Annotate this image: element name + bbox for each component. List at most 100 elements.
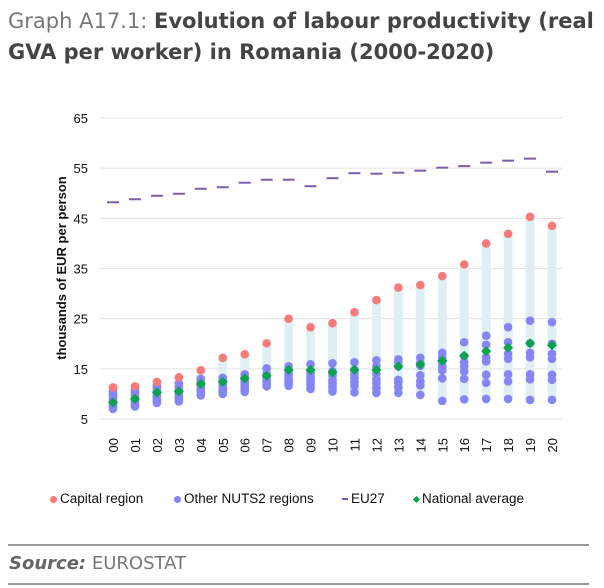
graph-number: Graph A17.1: xyxy=(8,9,148,33)
x-tick-label: 02 xyxy=(150,438,165,452)
x-tick-label: 18 xyxy=(501,438,516,452)
range-bar xyxy=(503,233,513,399)
dash-icon xyxy=(342,498,348,501)
source-line: Source: EUROSTAT xyxy=(9,553,186,574)
legend-item-eu27: EU27 xyxy=(342,491,385,506)
range-bar xyxy=(415,285,425,395)
other-region-point xyxy=(437,396,447,406)
national-average-point xyxy=(151,387,162,398)
x-tick-label: 04 xyxy=(194,438,209,452)
other-region-point xyxy=(459,374,469,384)
other-region-point xyxy=(547,354,557,364)
other-region-point xyxy=(240,387,249,397)
range-bar xyxy=(393,287,403,393)
range-bar xyxy=(437,276,447,401)
other-region-point xyxy=(350,388,359,397)
other-region-point xyxy=(459,337,469,347)
other-region-point xyxy=(459,367,469,376)
graph-title-text: Evolution of labour productivity (real G… xyxy=(8,9,594,64)
capital-region-point xyxy=(416,280,425,290)
y-axis-label: thousands of EUR per person xyxy=(54,176,69,360)
other-region-point xyxy=(130,402,140,411)
other-region-point xyxy=(459,395,469,404)
x-tick-label: 17 xyxy=(479,438,494,452)
national-average-point xyxy=(173,386,184,397)
legend-label: Capital region xyxy=(60,491,144,506)
legend-label: National average xyxy=(422,491,525,506)
divider-bottom xyxy=(8,583,589,585)
x-tick-label: 15 xyxy=(435,438,450,452)
other-region-point xyxy=(503,337,513,347)
other-region-point xyxy=(503,377,513,386)
other-region-point xyxy=(306,360,315,369)
other-region-point xyxy=(196,391,206,400)
national-average-point xyxy=(437,355,448,366)
y-tick-label: 35 xyxy=(74,262,88,277)
other-region-point xyxy=(306,384,315,394)
other-region-point xyxy=(372,388,381,398)
national-average-point xyxy=(108,397,118,408)
other-region-point xyxy=(481,370,491,380)
x-tick-label: 03 xyxy=(172,438,187,452)
range-bar xyxy=(547,225,557,400)
national-average-point xyxy=(239,373,250,384)
other-region-point xyxy=(328,387,337,396)
other-region-point xyxy=(416,371,425,380)
x-tick-label: 11 xyxy=(347,438,362,452)
national-average-point xyxy=(547,340,557,351)
range-bar xyxy=(306,327,316,389)
capital-region-point xyxy=(130,382,140,391)
x-tick-label: 09 xyxy=(304,438,319,452)
national-average-point xyxy=(393,361,404,372)
national-average-point xyxy=(327,367,338,378)
other-region-point xyxy=(547,375,557,385)
other-region-point xyxy=(350,358,359,367)
range-bar xyxy=(459,264,469,400)
other-region-point xyxy=(108,404,118,414)
x-tick-label: 13 xyxy=(391,438,406,452)
other-region-point xyxy=(525,395,535,405)
national-average-point xyxy=(459,350,470,361)
other-region-point xyxy=(481,378,491,388)
x-tick-label: 12 xyxy=(369,438,384,452)
x-tick-label: 00 xyxy=(106,438,121,452)
capital-region-point xyxy=(174,373,184,382)
capital-region-point xyxy=(372,295,381,305)
divider-top xyxy=(8,544,589,546)
y-tick-label: 15 xyxy=(74,362,88,377)
other-region-point xyxy=(174,397,184,406)
other-region-point xyxy=(503,322,513,332)
y-tick-label: 25 xyxy=(74,312,88,327)
blue-dot-icon xyxy=(174,495,181,503)
other-region-point xyxy=(284,381,293,391)
other-region-point xyxy=(481,331,491,341)
other-region-point xyxy=(481,340,491,350)
x-tick-label: 08 xyxy=(282,438,297,452)
capital-region-point xyxy=(459,260,469,269)
legend-label: Other NUTS2 regions xyxy=(184,491,314,506)
capital-region-point xyxy=(547,221,557,231)
national-average-point xyxy=(503,342,514,353)
other-region-point xyxy=(525,352,535,362)
national-average-point xyxy=(283,364,294,375)
capital-region-point xyxy=(328,318,337,328)
x-tick-label: 14 xyxy=(413,438,428,452)
other-region-point xyxy=(503,370,513,379)
national-average-point xyxy=(129,393,140,404)
other-region-point xyxy=(481,357,491,366)
national-average-point xyxy=(371,364,382,375)
other-region-point xyxy=(416,381,425,390)
chart-title: Graph A17.1: Evolution of labour product… xyxy=(8,6,598,68)
capital-region-point xyxy=(284,314,293,323)
y-tick-label: 65 xyxy=(74,111,88,126)
other-region-point xyxy=(503,394,513,404)
legend-label: EU27 xyxy=(351,491,385,506)
other-region-point xyxy=(503,354,513,364)
capital-region-point xyxy=(108,383,118,392)
y-tick-label: 55 xyxy=(74,161,88,176)
x-tick-label: 05 xyxy=(216,438,231,452)
national-average-point xyxy=(349,364,360,375)
x-tick-label: 07 xyxy=(260,438,275,452)
national-average-point xyxy=(217,376,228,387)
